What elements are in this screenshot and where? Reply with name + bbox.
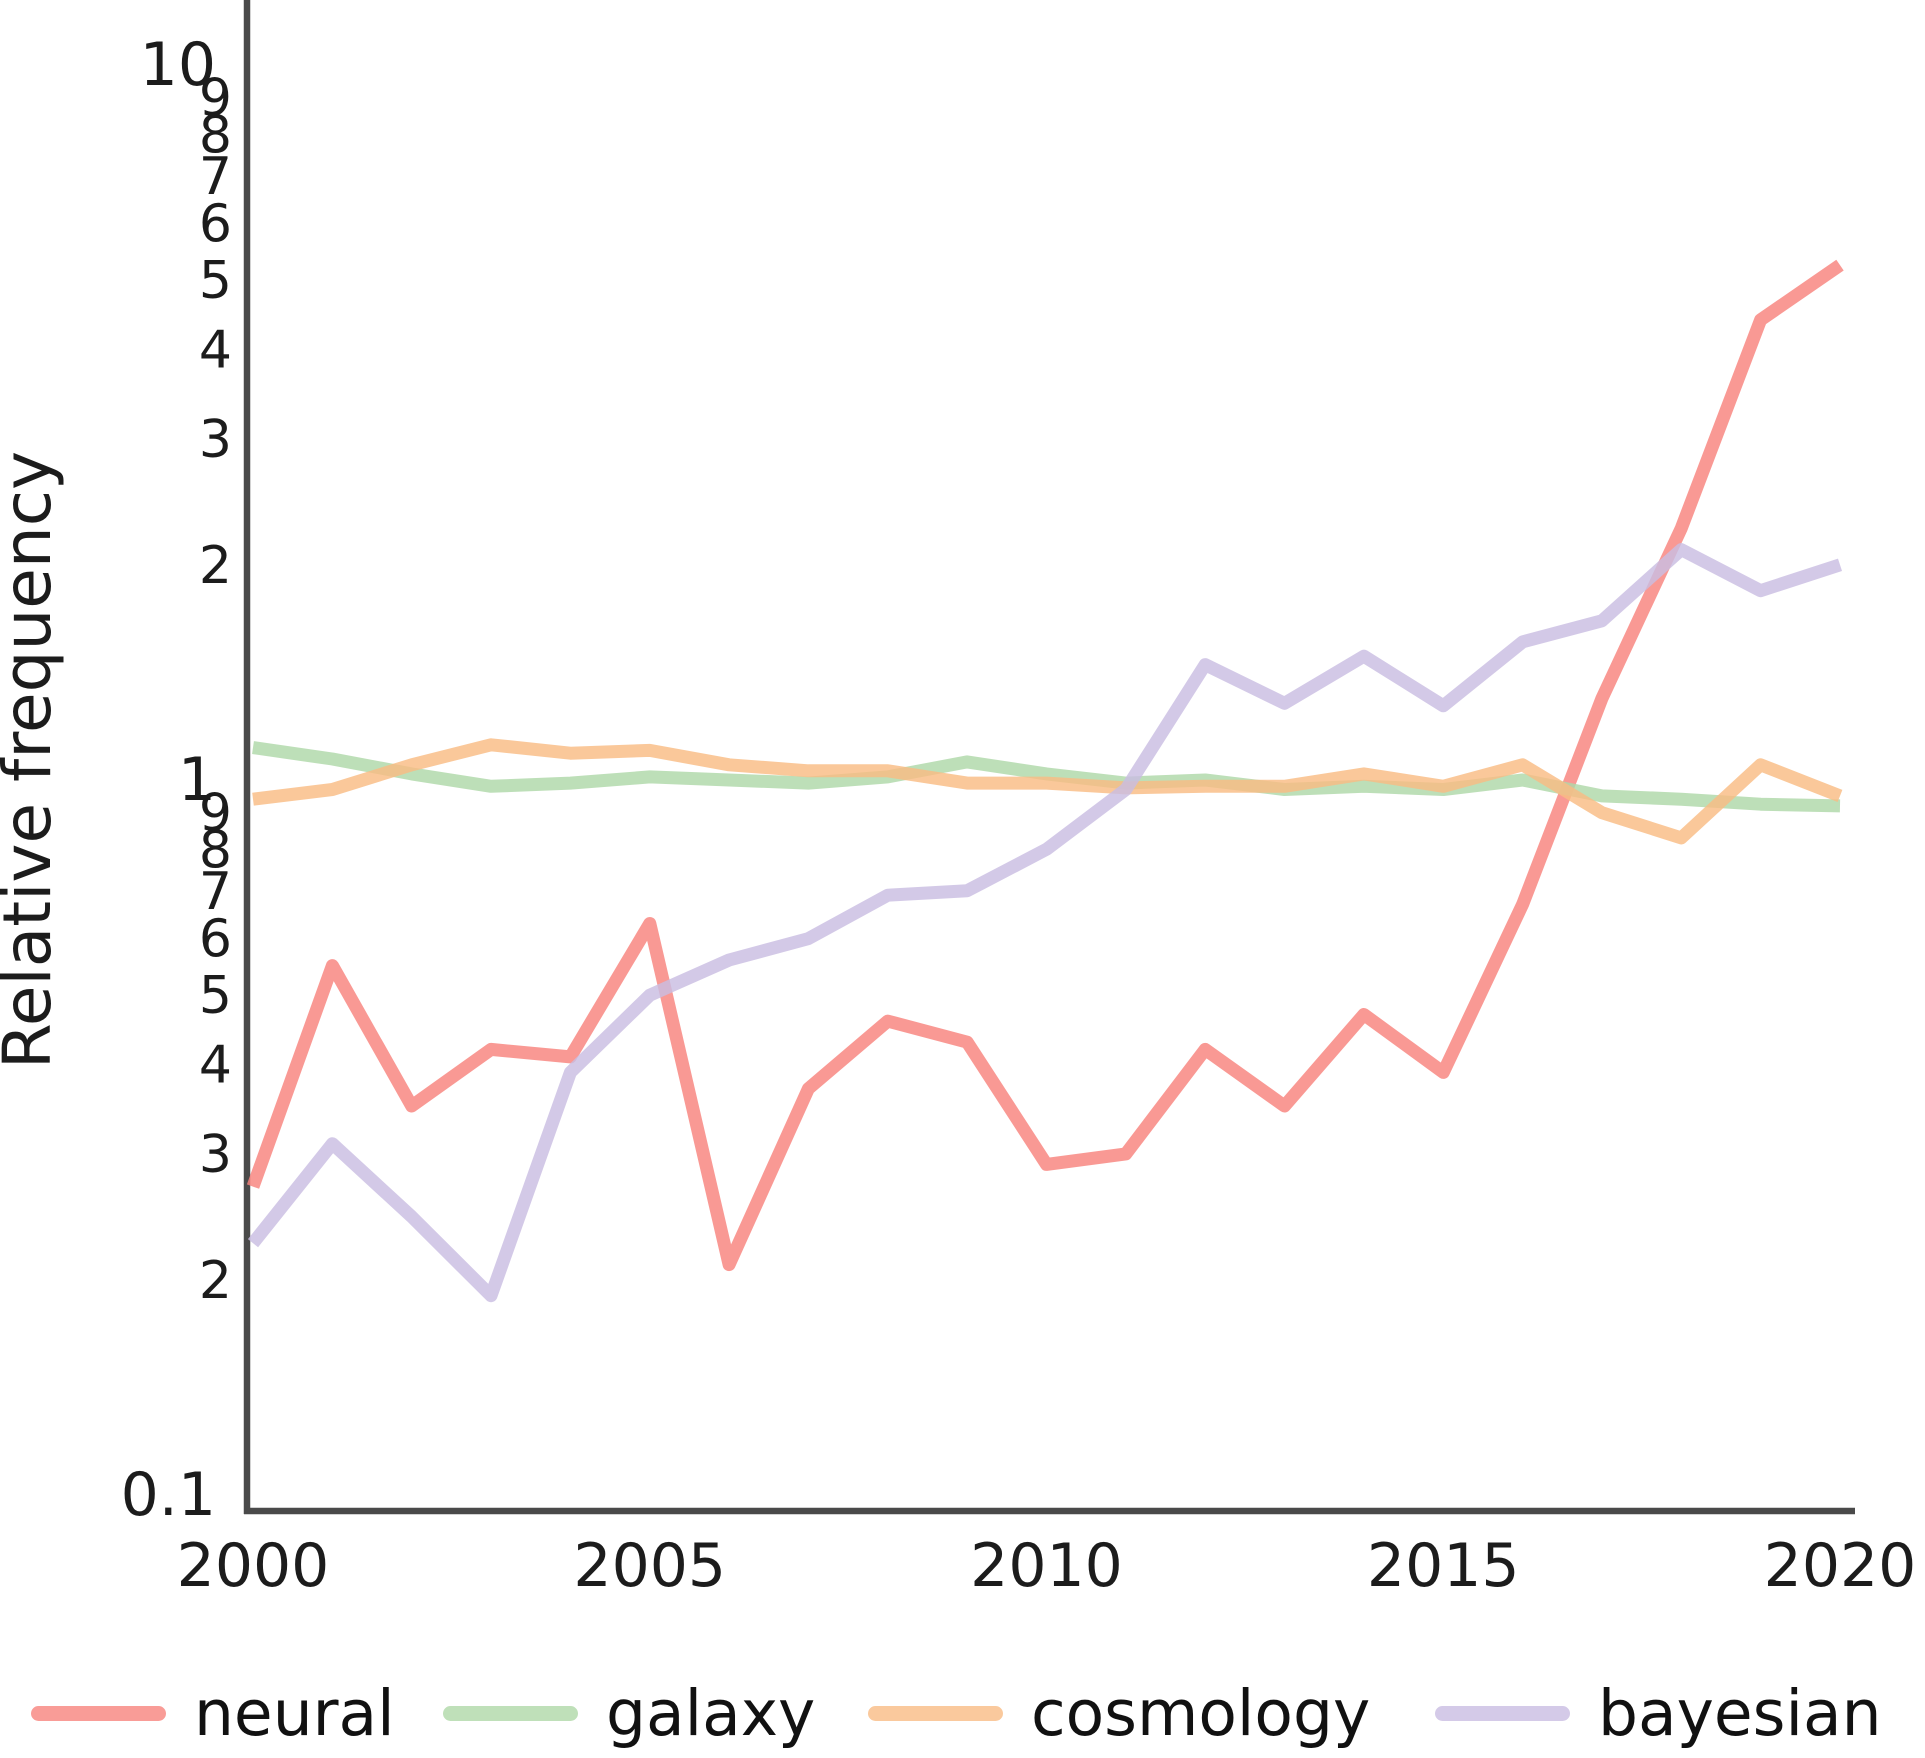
legend-item-neural: neural: [31, 1668, 395, 1758]
y-tick-label-major: 10: [140, 30, 216, 100]
legend-label-galaxy: galaxy: [606, 1676, 816, 1750]
y-tick-label-minor: 9: [199, 784, 232, 844]
y-tick-label-minor: 5: [199, 966, 232, 1026]
y-tick-label-minor: 6: [199, 195, 232, 255]
series-line-bayesian: [247, 543, 1843, 1303]
legend-item-cosmology: cosmology: [868, 1668, 1370, 1758]
axes-spines: [243, 0, 1855, 1515]
legend-label-bayesian: bayesian: [1598, 1676, 1882, 1750]
y-tick-label-minor: 8: [199, 820, 232, 880]
x-tick-label: 2005: [573, 1531, 726, 1601]
x-tick-label: 2020: [1764, 1531, 1917, 1601]
legend: neural galaxy cosmology bayesian: [0, 1668, 1925, 1758]
y-axis-label: Relative frequency: [0, 451, 66, 1069]
y-tick-label-minor: 2: [199, 536, 232, 596]
x-tick-label: 2000: [177, 1531, 330, 1601]
y-tick-label-minor: 3: [199, 1125, 232, 1185]
x-tick-label: 2010: [970, 1531, 1123, 1601]
legend-label-neural: neural: [194, 1676, 395, 1750]
y-tick-label-minor: 9: [199, 69, 232, 129]
y-tick-label-minor: 4: [199, 321, 232, 381]
y-tick-label-minor: 7: [199, 147, 232, 207]
legend-label-cosmology: cosmology: [1031, 1676, 1371, 1750]
y-tick-label-minor: 5: [199, 251, 232, 311]
legend-swatch-galaxy: [443, 1705, 578, 1721]
legend-swatch-bayesian: [1435, 1705, 1570, 1721]
series-line-neural: [246, 259, 1844, 1272]
legend-swatch-cosmology: [868, 1705, 1003, 1721]
y-tick-label-minor: 2: [199, 1251, 232, 1311]
y-tick-label-major: 1: [178, 745, 216, 815]
series-line-cosmology: [252, 738, 1843, 845]
legend-swatch-neural: [31, 1705, 166, 1721]
x-tick-label: 2015: [1367, 1531, 1520, 1601]
y-tick-label-major: 0.1: [121, 1460, 216, 1530]
y-tick-label-minor: 6: [199, 910, 232, 970]
y-tick-label-minor: 8: [199, 105, 232, 165]
y-tick-label-minor: 3: [199, 410, 232, 470]
legend-item-galaxy: galaxy: [443, 1668, 815, 1758]
y-tick-label-minor: 4: [199, 1036, 232, 1096]
legend-item-bayesian: bayesian: [1435, 1668, 1882, 1758]
y-tick-label-minor: 7: [199, 862, 232, 922]
